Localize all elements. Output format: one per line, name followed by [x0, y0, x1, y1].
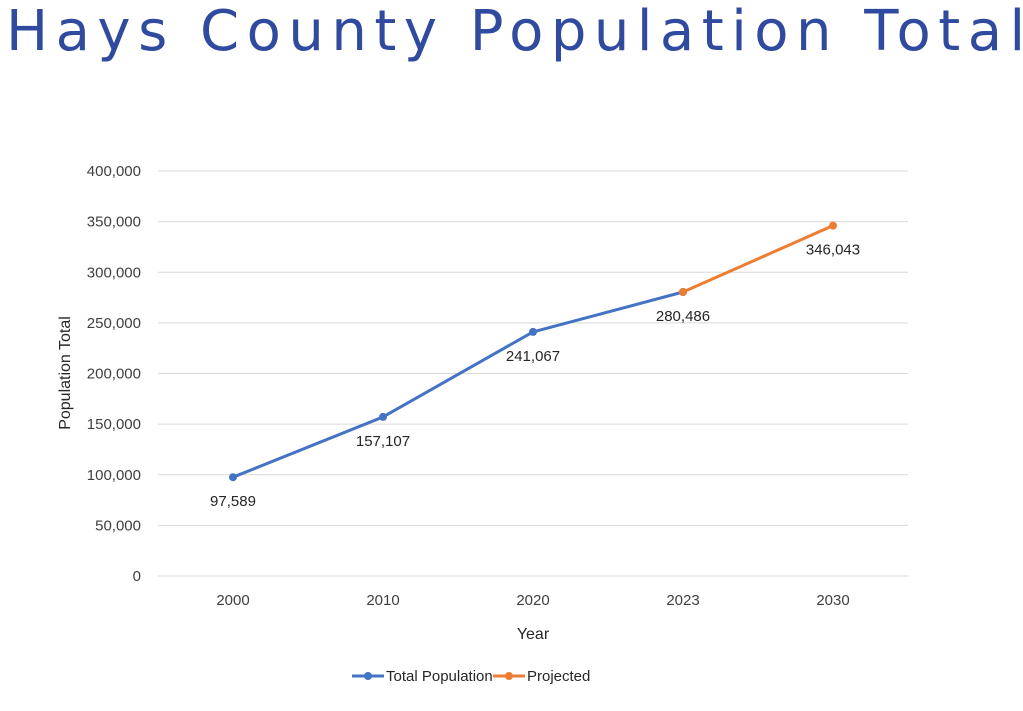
data-label: 280,486 [656, 308, 710, 325]
legend-label: Total Population [386, 668, 493, 685]
x-tick-label: 2010 [366, 592, 399, 609]
data-point [379, 412, 387, 421]
y-tick-label: 50,000 [95, 517, 141, 534]
page-title: Hays County Population Totals [6, 0, 1023, 64]
y-axis-ticks: 0 50,000 100,000 150,000 200,000 250,000 300,0… [87, 163, 141, 585]
series-line-projected [681, 224, 835, 294]
data-labels: 97,589 157,107 241,067 280,486 346,043 [210, 242, 860, 511]
y-tick-label: 100,000 [87, 467, 141, 484]
data-label: 157,107 [356, 433, 410, 450]
data-point [679, 288, 687, 297]
legend: Total Population Projected [352, 668, 590, 685]
y-axis-title: Population Total [57, 316, 74, 430]
x-tick-label: 2000 [216, 592, 249, 609]
x-axis-ticks: 2000 2010 2020 2023 2030 [216, 592, 849, 609]
legend-label: Projected [527, 668, 590, 685]
data-point [829, 221, 837, 230]
x-tick-label: 2030 [816, 592, 849, 609]
data-point [529, 327, 537, 336]
data-label: 97,589 [210, 493, 256, 510]
y-tick-label: 150,000 [87, 416, 141, 433]
y-tick-label: 400,000 [87, 163, 141, 180]
y-tick-label: 200,000 [87, 366, 141, 383]
x-axis-title: Year [517, 626, 550, 643]
x-tick-label: 2020 [516, 592, 549, 609]
data-point [229, 473, 237, 482]
series-line-total-population [231, 290, 685, 479]
series-points [229, 221, 837, 482]
data-label: 241,067 [506, 348, 560, 365]
gridlines [158, 170, 908, 577]
legend-marker-icon [364, 672, 372, 680]
y-tick-label: 250,000 [87, 315, 141, 332]
y-tick-label: 350,000 [87, 214, 141, 231]
y-tick-label: 300,000 [87, 264, 141, 281]
legend-marker-icon [505, 672, 513, 680]
x-tick-label: 2023 [666, 592, 699, 609]
y-tick-label: 0 [133, 568, 141, 585]
series-lines [231, 224, 835, 479]
data-label: 346,043 [806, 242, 860, 259]
